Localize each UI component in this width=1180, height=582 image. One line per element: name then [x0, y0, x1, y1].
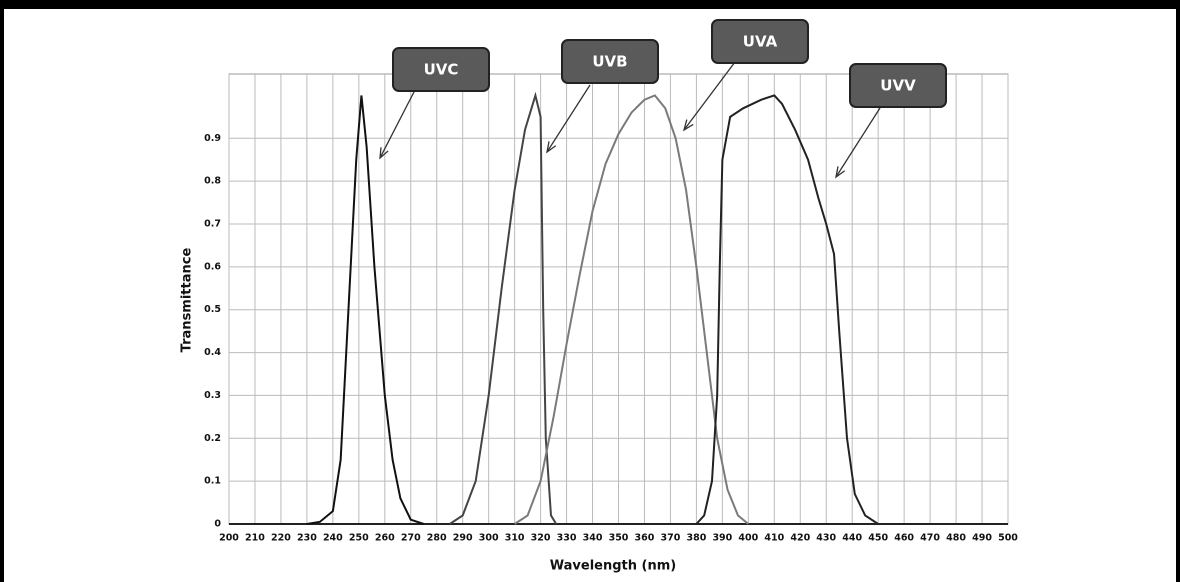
- x-tick-label: 250: [349, 533, 369, 544]
- callout-box: [561, 39, 659, 84]
- x-tick-label: 300: [479, 533, 499, 544]
- x-tick-label: 200: [219, 533, 239, 544]
- x-tick-label: 400: [738, 533, 758, 544]
- y-tick-label: 0.9: [204, 133, 221, 144]
- y-tick-label: 0.7: [204, 219, 221, 230]
- x-tick-label: 430: [816, 533, 836, 544]
- spectrum-line: [449, 91, 558, 525]
- x-tick-label: 210: [245, 533, 265, 544]
- callout-arrowhead: [682, 119, 694, 132]
- x-tick-label: 280: [427, 533, 447, 544]
- frame-right: [1176, 0, 1180, 582]
- grid: [228, 73, 1009, 525]
- y-tick-label: 0: [214, 519, 221, 530]
- callout-label: UVC: [424, 61, 459, 79]
- callout-arrowhead: [835, 166, 846, 179]
- x-tick-label: 490: [972, 533, 992, 544]
- callout-arrowhead: [379, 147, 389, 160]
- callout-arrowhead: [546, 141, 557, 154]
- y-axis-title: Transmittance: [180, 248, 195, 353]
- x-tick-label: 420: [790, 533, 810, 544]
- x-tick-label: 350: [609, 533, 629, 544]
- callout-arrow: [683, 61, 736, 131]
- x-tick-label: 380: [686, 533, 706, 544]
- y-tick-label: 0.2: [204, 433, 221, 444]
- callout-box: [849, 63, 947, 108]
- x-tick-label: 320: [531, 533, 551, 544]
- y-tick-label: 0.3: [204, 390, 221, 401]
- x-tick-label: 500: [998, 533, 1018, 544]
- x-tick-label: 330: [557, 533, 577, 544]
- y-tick-label: 0.6: [204, 261, 221, 272]
- callout-arrow: [835, 107, 881, 178]
- x-tick-label: 440: [842, 533, 862, 544]
- y-tick-label: 0.5: [204, 304, 221, 315]
- top-band: [0, 0, 1180, 9]
- callout-label: UVA: [743, 33, 778, 51]
- x-tick-label: 470: [920, 533, 940, 544]
- x-tick-label: 290: [453, 533, 473, 544]
- x-axis-title: Wavelength (nm): [550, 559, 676, 574]
- spectrum-line: [306, 95, 425, 525]
- x-tick-label: 390: [712, 533, 732, 544]
- plot: [306, 91, 879, 525]
- x-tick-label: 240: [323, 533, 343, 544]
- callout-label: UVV: [880, 77, 916, 95]
- x-tick-label: 370: [661, 533, 681, 544]
- callout-label: UVB: [592, 53, 627, 71]
- x-tick-label: 270: [401, 533, 421, 544]
- callout-box: [711, 19, 809, 64]
- x-tick-label: 360: [635, 533, 655, 544]
- y-tick-label: 0.8: [204, 176, 221, 187]
- y-tick-label: 0.4: [204, 347, 221, 358]
- callout-arrow: [546, 84, 591, 153]
- y-tick-label: 0.1: [204, 476, 221, 487]
- x-tick-label: 230: [297, 533, 317, 544]
- x-tick-label: 220: [271, 533, 291, 544]
- x-tick-label: 450: [868, 533, 888, 544]
- spectrum-line: [514, 94, 749, 525]
- spectrum-line: [695, 94, 879, 525]
- x-tick-label: 480: [946, 533, 966, 544]
- x-tick-label: 460: [894, 533, 914, 544]
- callout-arrow: [379, 89, 416, 159]
- x-tick-label: 410: [764, 533, 784, 544]
- x-tick-label: 260: [375, 533, 395, 544]
- x-tick-label: 310: [505, 533, 525, 544]
- x-tick-label: 340: [583, 533, 603, 544]
- callout-box: [392, 47, 490, 92]
- frame-left: [0, 0, 4, 582]
